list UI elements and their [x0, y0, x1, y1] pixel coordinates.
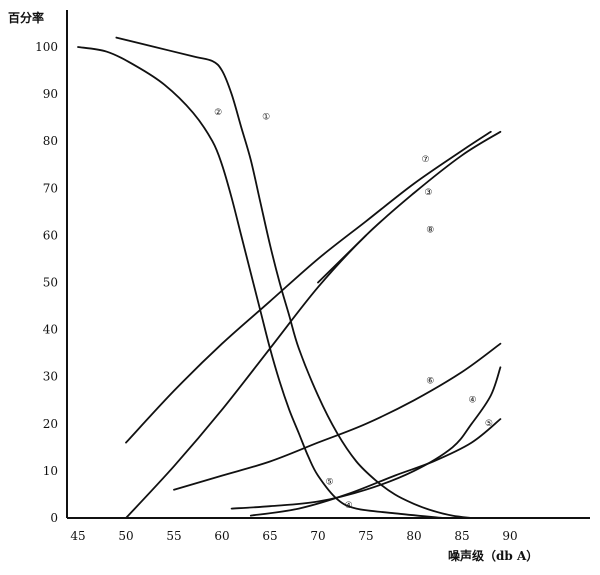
- y-tick-label: 30: [43, 370, 58, 384]
- curve-marker-label: ⑤: [485, 419, 493, 429]
- axes-layer: [66, 10, 590, 519]
- series-line-1: [115, 36, 473, 519]
- series-line-2: [77, 46, 444, 519]
- curve-marker-label: ④: [345, 501, 353, 511]
- y-axis-label: 百分率: [8, 10, 44, 25]
- x-tick-label: 50: [118, 529, 133, 543]
- curve-marker-label: ⑤: [325, 478, 333, 488]
- curve-marker: ①: [262, 113, 270, 123]
- curve-marker-label: ③: [424, 188, 432, 198]
- series-line-6: [173, 342, 502, 491]
- curve-marker: ②: [214, 108, 222, 118]
- y-tick-label: 10: [43, 464, 58, 478]
- curve-marker: ⑧: [426, 226, 434, 236]
- curve-marker-label: ⑧: [426, 226, 434, 236]
- y-tick-label: 20: [43, 417, 58, 431]
- curve-marker: ④: [469, 395, 477, 405]
- curve-marker: ⑤: [485, 419, 493, 429]
- curve-marker-label: ⑥: [426, 376, 434, 386]
- curve-marker-label: ⑦: [421, 155, 429, 165]
- x-axis-label: 噪声级（db A）: [448, 548, 538, 563]
- curve-marker: ③: [424, 188, 432, 198]
- series-line-8: [317, 234, 367, 284]
- curve-marker: ⑦: [421, 155, 429, 165]
- curve-marker: ⑥: [426, 376, 434, 386]
- x-tick-label: 60: [214, 529, 229, 543]
- curve-markers: ① ② ③ ④ ④ ⑤ ⑤ ⑥ ⑦ ⑧: [214, 108, 493, 511]
- y-tick-label: 90: [43, 87, 58, 101]
- x-tick-label: 90: [502, 529, 517, 543]
- curve-marker-label: ①: [262, 113, 270, 123]
- curve-marker-label: ②: [214, 108, 222, 118]
- y-tick-label: 0: [50, 511, 58, 525]
- x-tick-label: 70: [310, 529, 325, 543]
- x-tick-label: 80: [406, 529, 421, 543]
- curve-marker-label: ④: [469, 395, 477, 405]
- series-line-3: [125, 130, 502, 519]
- x-tick-label: 55: [166, 529, 181, 543]
- series-line-7: [125, 130, 492, 444]
- x-tick-label: 65: [262, 529, 277, 543]
- y-tick-label: 100: [35, 40, 58, 54]
- y-tick-label: 50: [43, 276, 58, 290]
- curve-marker: ④: [345, 501, 353, 511]
- x-tick-label: 85: [454, 529, 469, 543]
- y-tick-labels: 0 10 20 30 40 50 60 70 80 90 100: [35, 40, 58, 525]
- y-tick-label: 60: [43, 228, 58, 242]
- x-tick-label: 75: [358, 529, 373, 543]
- series-line-5: [249, 418, 502, 517]
- x-tick-label: 45: [70, 529, 85, 543]
- curve-marker: ⑤: [325, 478, 333, 488]
- x-tick-labels: 45 50 55 60 65 70 75 80 85 90: [70, 529, 517, 543]
- series-line-4: [230, 366, 502, 510]
- y-tick-label: 70: [43, 181, 58, 195]
- y-tick-label: 80: [43, 134, 58, 148]
- y-tick-label: 40: [43, 323, 58, 337]
- curves-layer: [77, 36, 502, 519]
